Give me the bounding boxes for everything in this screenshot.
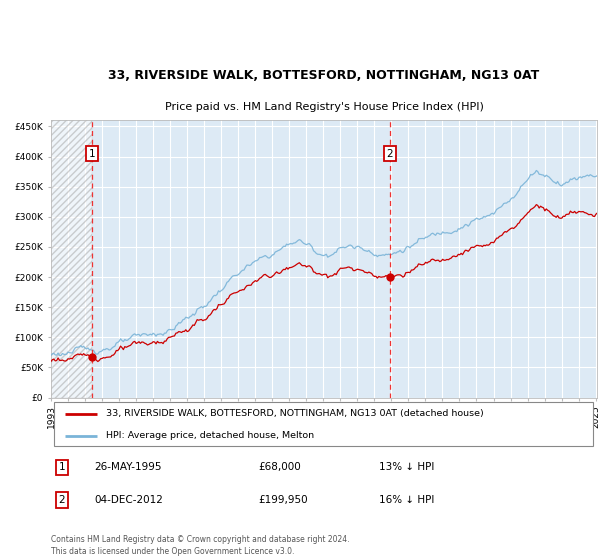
Text: 13% ↓ HPI: 13% ↓ HPI (379, 463, 434, 473)
Text: HPI: Average price, detached house, Melton: HPI: Average price, detached house, Melt… (106, 431, 314, 440)
Text: 04-DEC-2012: 04-DEC-2012 (95, 495, 164, 505)
Text: £68,000: £68,000 (259, 463, 301, 473)
Text: 2: 2 (59, 495, 65, 505)
Text: Contains HM Land Registry data © Crown copyright and database right 2024.
This d: Contains HM Land Registry data © Crown c… (51, 535, 349, 556)
Text: 26-MAY-1995: 26-MAY-1995 (95, 463, 162, 473)
Text: 1: 1 (59, 463, 65, 473)
Text: 1: 1 (88, 148, 95, 158)
Text: 2: 2 (387, 148, 394, 158)
Text: 16% ↓ HPI: 16% ↓ HPI (379, 495, 434, 505)
Text: 33, RIVERSIDE WALK, BOTTESFORD, NOTTINGHAM, NG13 0AT (detached house): 33, RIVERSIDE WALK, BOTTESFORD, NOTTINGH… (106, 409, 484, 418)
Text: 33, RIVERSIDE WALK, BOTTESFORD, NOTTINGHAM, NG13 0AT: 33, RIVERSIDE WALK, BOTTESFORD, NOTTINGH… (109, 68, 539, 82)
Text: £199,950: £199,950 (259, 495, 308, 505)
Text: Price paid vs. HM Land Registry's House Price Index (HPI): Price paid vs. HM Land Registry's House … (164, 102, 484, 112)
FancyBboxPatch shape (54, 402, 593, 446)
Bar (51, 120, 92, 398)
